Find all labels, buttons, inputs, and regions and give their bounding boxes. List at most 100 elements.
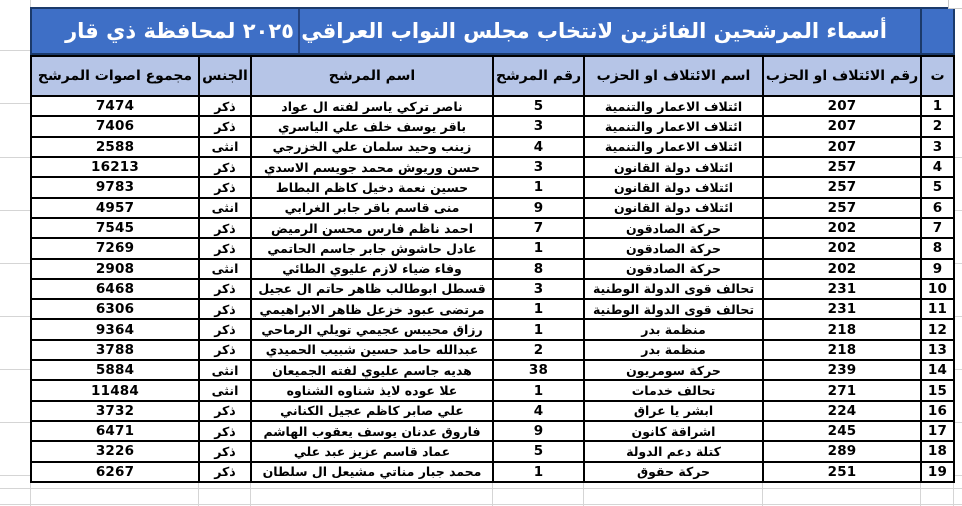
gridline — [953, 316, 962, 317]
cell-candidate-number: 3 — [492, 117, 583, 138]
cell-candidate-name: عبدالله حامد حسين شبيب الحميدي — [250, 340, 492, 362]
cell-candidate-name: عماد قاسم عزيز عبد علي — [250, 442, 492, 463]
cell-votes: 9783 — [30, 178, 198, 199]
table-row: 13 218 منظمة بدر 2 عبدالله حامد حسين شبي… — [30, 340, 953, 362]
cell-party-number: 202 — [762, 259, 920, 280]
cell-gender: ذكر — [198, 218, 250, 240]
cell-seq: 16 — [920, 401, 953, 422]
cell-seq: 3 — [920, 137, 953, 158]
gridline — [0, 157, 30, 158]
cell-candidate-name: محمد جبار مناتي مشيعل ال سلطان — [250, 462, 492, 483]
cell-candidate-number: 1 — [492, 320, 583, 341]
cell-candidate-name: زينب وحيد سلمان علي الخزرجي — [250, 137, 492, 158]
cell-votes: 6267 — [30, 462, 198, 483]
cell-party-name: ائتلاف دولة القانون — [583, 198, 762, 219]
cell-party-number: 271 — [762, 381, 920, 402]
cell-candidate-number: 4 — [492, 401, 583, 422]
cell-candidate-name: فاروق عدنان يوسف يعقوب الهاشم — [250, 422, 492, 443]
cell-party-number: 202 — [762, 239, 920, 260]
gridline — [0, 50, 30, 51]
cell-seq: 9 — [920, 259, 953, 280]
cell-seq: 19 — [920, 462, 953, 483]
cell-party-name: حركة الصادقون — [583, 218, 762, 240]
gridline — [953, 481, 954, 506]
cell-party-name: كتلة دعم الدولة — [583, 442, 762, 463]
cell-seq: 5 — [920, 178, 953, 199]
cell-votes: 2588 — [30, 137, 198, 158]
gridline — [250, 481, 251, 506]
cell-votes: 6468 — [30, 279, 198, 301]
cell-candidate-name: قسطل ابوطالب ظاهر حاتم ال عجيل — [250, 279, 492, 301]
table-title-bar: أسماء المرشحين الفائزين لانتخاب مجلس الن… — [30, 7, 955, 55]
header-candidate-number: رقم المرشح — [492, 57, 583, 97]
header-votes: مجموع اصوات المرشح — [30, 57, 198, 97]
cell-gender: ذكر — [198, 178, 250, 199]
cell-candidate-number: 1 — [492, 178, 583, 199]
cell-candidate-number: 5 — [492, 442, 583, 463]
cell-candidate-number: 38 — [492, 361, 583, 382]
cell-votes: 5884 — [30, 361, 198, 382]
cell-party-name: حركة الصادقون — [583, 239, 762, 260]
cell-party-number: 245 — [762, 422, 920, 443]
table-row: 3 207 ائتلاف الاعمار والتنمية 4 زينب وحي… — [30, 137, 953, 158]
cell-candidate-number: 4 — [492, 137, 583, 158]
cell-party-name: ائتلاف الاعمار والتنمية — [583, 117, 762, 138]
table-row: 11 231 تحالف قوى الدولة الوطنية 1 مرتضى … — [30, 300, 953, 321]
cell-candidate-number: 1 — [492, 381, 583, 402]
cell-candidate-number: 3 — [492, 279, 583, 301]
cell-gender: ذكر — [198, 462, 250, 483]
cell-candidate-name: علا عوده لايذ شناوه الشناوه — [250, 381, 492, 402]
cell-votes: 7545 — [30, 218, 198, 240]
gridline — [0, 504, 962, 505]
cell-votes: 3226 — [30, 442, 198, 463]
cell-seq: 12 — [920, 320, 953, 341]
gridline — [583, 481, 584, 506]
gridline — [0, 369, 30, 370]
cell-candidate-number: 7 — [492, 218, 583, 240]
table-row: 19 251 حركة حقوق 1 محمد جبار مناتي مشيعل… — [30, 462, 953, 483]
cell-candidate-number: 8 — [492, 259, 583, 280]
cell-party-name: ائتلاف دولة القانون — [583, 157, 762, 179]
cell-gender: ذكر — [198, 320, 250, 341]
cell-gender: ذكر — [198, 157, 250, 179]
cell-party-number: 231 — [762, 300, 920, 321]
cell-candidate-name: احمد ناظم فارس محسن الرميض — [250, 218, 492, 240]
cell-gender: ذكر — [198, 117, 250, 138]
gridline — [198, 481, 199, 506]
header-candidate-name: اسم المرشح — [250, 57, 492, 97]
cell-candidate-number: 2 — [492, 340, 583, 362]
cell-gender: ذكر — [198, 97, 250, 118]
cell-party-name: تحالف قوى الدولة الوطنية — [583, 300, 762, 321]
gridline — [30, 481, 31, 506]
cell-seq: 1 — [920, 97, 953, 118]
cell-party-number: 207 — [762, 117, 920, 138]
table-row: 5 257 ائتلاف دولة القانون 1 حسين نعمة دخ… — [30, 178, 953, 199]
cell-candidate-name: حسين نعمة دخيل كاظم البطاط — [250, 178, 492, 199]
cell-gender: انثى — [198, 198, 250, 219]
cell-votes: 3788 — [30, 340, 198, 362]
cell-seq: 4 — [920, 157, 953, 179]
cell-party-name: تحالف خدمات — [583, 381, 762, 402]
cell-gender: ذكر — [198, 279, 250, 301]
header-seq: ت — [920, 57, 953, 97]
cell-party-name: ائتلاف دولة القانون — [583, 178, 762, 199]
cell-seq: 11 — [920, 300, 953, 321]
gridline — [953, 422, 962, 423]
cell-votes: 7269 — [30, 239, 198, 260]
cell-party-number: 239 — [762, 361, 920, 382]
table-row: 7 202 حركة الصادقون 7 احمد ناظم فارس محس… — [30, 218, 953, 240]
table-row: 9 202 حركة الصادقون 8 وفاء ضياء لازم علي… — [30, 259, 953, 280]
cell-party-number: 202 — [762, 218, 920, 240]
cell-candidate-number: 1 — [492, 239, 583, 260]
cell-seq: 15 — [920, 381, 953, 402]
cell-seq: 7 — [920, 218, 953, 240]
gridline — [953, 475, 962, 476]
table-row: 16 224 ابشر يا عراق 4 علي صابر كاظم عجيل… — [30, 401, 953, 422]
gridline — [0, 422, 30, 423]
results-table: ت رقم الائتلاف او الحزب اسم الائتلاف او … — [30, 55, 955, 483]
cell-party-name: حركة سومريون — [583, 361, 762, 382]
table-row: 15 271 تحالف خدمات 1 علا عوده لايذ شناوه… — [30, 381, 953, 402]
cell-seq: 2 — [920, 117, 953, 138]
cell-votes: 7406 — [30, 117, 198, 138]
